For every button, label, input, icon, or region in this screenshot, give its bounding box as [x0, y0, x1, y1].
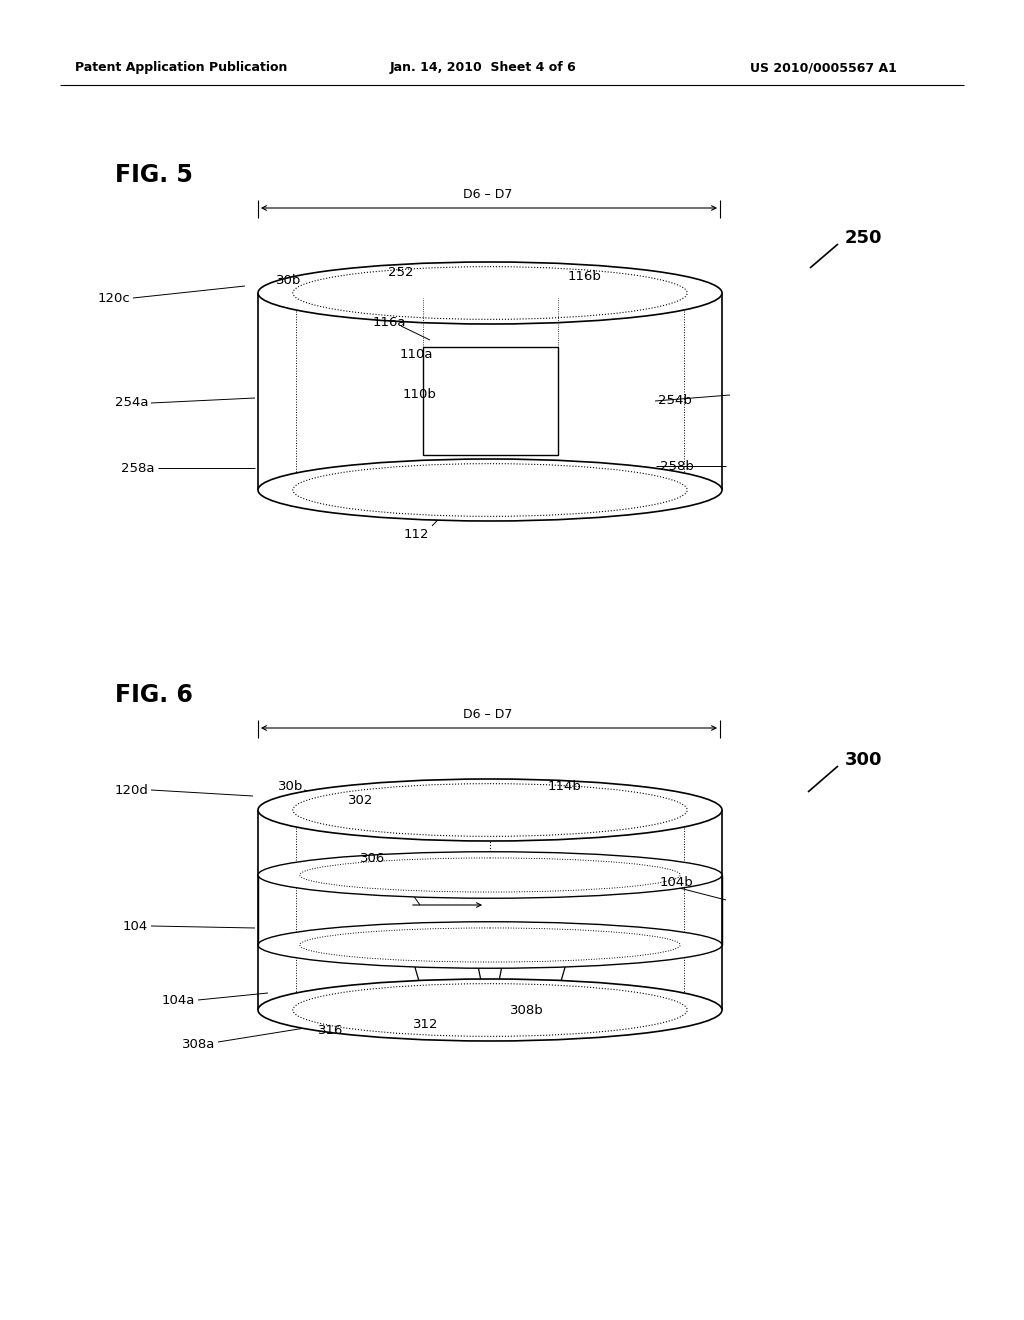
- Text: 316: 316: [318, 1023, 343, 1036]
- Text: 104a: 104a: [162, 994, 195, 1006]
- Text: Jan. 14, 2010  Sheet 4 of 6: Jan. 14, 2010 Sheet 4 of 6: [390, 62, 577, 74]
- Text: 312: 312: [413, 1019, 438, 1031]
- Text: D6 – D7: D6 – D7: [463, 189, 513, 202]
- Ellipse shape: [258, 851, 722, 898]
- Ellipse shape: [258, 459, 722, 521]
- Ellipse shape: [258, 979, 722, 1041]
- Text: 120d: 120d: [114, 784, 148, 796]
- Text: FIG. 5: FIG. 5: [115, 162, 193, 187]
- Text: 30b: 30b: [276, 273, 301, 286]
- Bar: [423, 347, 558, 455]
- Ellipse shape: [258, 921, 722, 969]
- Text: 300: 300: [845, 751, 883, 770]
- Text: Patent Application Publication: Patent Application Publication: [75, 62, 288, 74]
- Text: 116a: 116a: [373, 315, 407, 329]
- Text: 254a: 254a: [115, 396, 148, 409]
- Text: 110a: 110a: [400, 348, 433, 362]
- Text: 302: 302: [348, 793, 374, 807]
- Text: 114b: 114b: [548, 780, 582, 792]
- Text: 104b: 104b: [660, 875, 693, 888]
- Text: 120c: 120c: [97, 292, 130, 305]
- Text: US 2010/0005567 A1: US 2010/0005567 A1: [750, 62, 897, 74]
- Text: 258b: 258b: [660, 459, 694, 473]
- Text: 308b: 308b: [510, 1003, 544, 1016]
- Ellipse shape: [258, 261, 722, 323]
- Text: 104: 104: [123, 920, 148, 932]
- Text: D6 – D7: D6 – D7: [463, 709, 513, 722]
- Text: 110b: 110b: [403, 388, 437, 401]
- Text: 30b: 30b: [278, 780, 303, 792]
- Text: 250: 250: [845, 228, 883, 247]
- Text: 306: 306: [360, 851, 385, 865]
- Ellipse shape: [258, 779, 722, 841]
- Text: 308a: 308a: [181, 1039, 215, 1052]
- Text: 116b: 116b: [568, 271, 602, 284]
- Text: 258a: 258a: [122, 462, 155, 474]
- Text: 112: 112: [403, 528, 429, 541]
- Text: FIG. 6: FIG. 6: [115, 682, 193, 708]
- Text: 252: 252: [388, 265, 414, 279]
- Text: 254b: 254b: [658, 395, 692, 408]
